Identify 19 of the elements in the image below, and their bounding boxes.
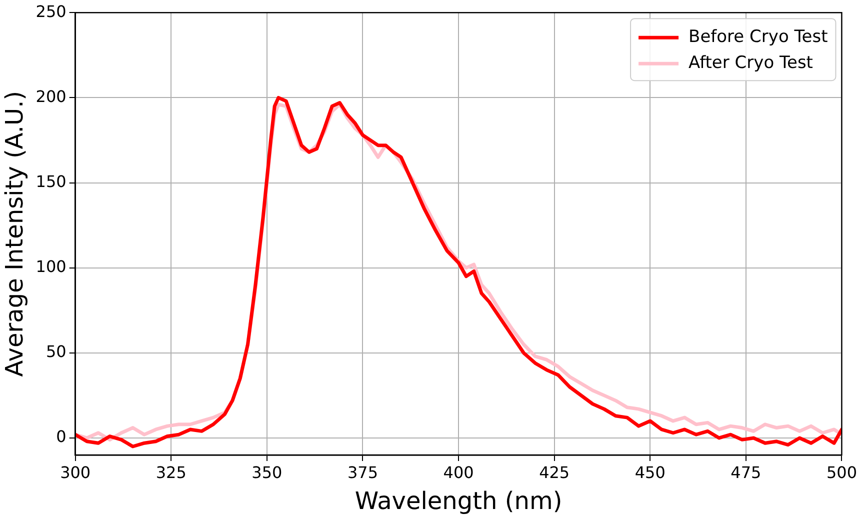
legend-label: Before Cryo Test: [688, 27, 828, 48]
y-axis-title: Average Intensity (A.U.): [0, 90, 29, 377]
x-tick-label: 350: [252, 462, 282, 482]
x-tick-label: 300: [60, 462, 91, 482]
y-tick-label: 150: [36, 172, 66, 191]
x-tick-label: 425: [539, 462, 570, 482]
x-tick-label: 450: [634, 462, 666, 482]
y-tick-label: 0: [56, 427, 66, 446]
y-tick-label: 200: [36, 86, 66, 106]
x-tick-label: 400: [443, 462, 474, 482]
y-tick-label: 100: [36, 256, 66, 276]
legend-label: After Cryo Test: [688, 53, 814, 74]
x-tick-label: 500: [826, 462, 858, 482]
x-tick-label: 325: [156, 462, 186, 482]
x-axis-title: Wavelength (nm): [354, 486, 562, 515]
y-tick-label: 250: [36, 2, 66, 21]
x-tick-label: 375: [347, 462, 378, 482]
x-tick-label: 475: [730, 462, 762, 482]
y-tick-label: 50: [46, 342, 66, 362]
